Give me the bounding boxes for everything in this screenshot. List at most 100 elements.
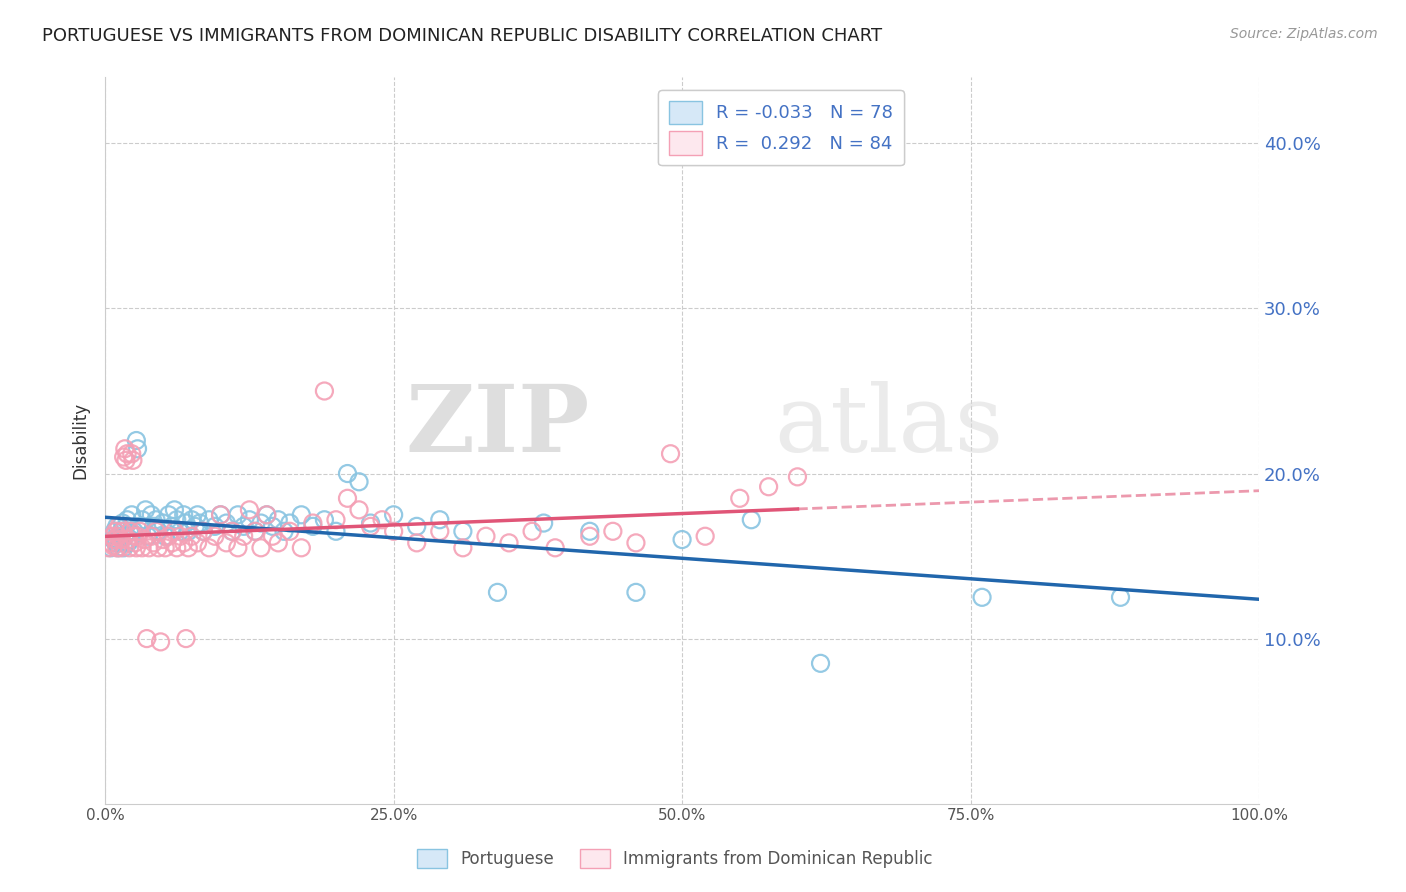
Point <box>198 541 221 555</box>
Point <box>160 519 183 533</box>
Point <box>110 533 132 547</box>
Point <box>127 529 149 543</box>
Point <box>302 519 325 533</box>
Text: ZIP: ZIP <box>405 381 589 471</box>
Point <box>128 519 150 533</box>
Point <box>157 529 180 543</box>
Point <box>238 513 260 527</box>
Point <box>127 442 149 456</box>
Point <box>103 524 125 539</box>
Point <box>108 541 131 555</box>
Point <box>659 447 682 461</box>
Point <box>250 541 273 555</box>
Point <box>121 508 143 522</box>
Point <box>624 585 647 599</box>
Point <box>193 524 215 539</box>
Point <box>148 541 170 555</box>
Point <box>740 513 762 527</box>
Point <box>405 536 427 550</box>
Point <box>209 508 232 522</box>
Point <box>180 529 202 543</box>
Point <box>245 524 267 539</box>
Point <box>115 513 138 527</box>
Point <box>602 524 624 539</box>
Point <box>152 533 174 547</box>
Point <box>177 524 200 539</box>
Point <box>134 533 156 547</box>
Point <box>204 519 226 533</box>
Point <box>107 541 129 555</box>
Point <box>786 470 808 484</box>
Text: atlas: atlas <box>775 381 1004 471</box>
Point <box>758 480 780 494</box>
Point <box>173 536 195 550</box>
Point <box>120 524 142 539</box>
Point <box>533 516 555 530</box>
Point <box>107 529 129 543</box>
Point <box>578 529 600 543</box>
Point <box>498 536 520 550</box>
Point <box>108 536 131 550</box>
Point <box>141 529 163 543</box>
Point <box>118 524 141 539</box>
Point <box>336 491 359 506</box>
Legend: R = -0.033   N = 78, R =  0.292   N = 84: R = -0.033 N = 78, R = 0.292 N = 84 <box>658 90 904 165</box>
Point <box>131 513 153 527</box>
Point <box>131 541 153 555</box>
Point <box>215 536 238 550</box>
Point <box>136 529 159 543</box>
Point <box>347 503 370 517</box>
Point <box>112 541 135 555</box>
Point <box>142 519 165 533</box>
Point <box>125 541 148 555</box>
Point <box>810 657 832 671</box>
Point <box>135 632 157 646</box>
Point <box>262 519 284 533</box>
Point <box>114 529 136 543</box>
Point <box>429 524 451 539</box>
Point <box>128 524 150 539</box>
Point <box>1109 591 1132 605</box>
Point <box>163 524 186 539</box>
Point <box>148 524 170 539</box>
Point <box>405 519 427 533</box>
Y-axis label: Disability: Disability <box>72 402 89 479</box>
Point <box>169 529 191 543</box>
Point <box>120 533 142 547</box>
Point <box>100 541 122 555</box>
Point <box>520 524 543 539</box>
Point <box>544 541 567 555</box>
Point <box>142 536 165 550</box>
Point <box>267 513 290 527</box>
Text: PORTUGUESE VS IMMIGRANTS FROM DOMINICAN REPUBLIC DISABILITY CORRELATION CHART: PORTUGUESE VS IMMIGRANTS FROM DOMINICAN … <box>42 27 883 45</box>
Point <box>115 519 138 533</box>
Point <box>138 541 160 555</box>
Point <box>578 524 600 539</box>
Point <box>273 524 295 539</box>
Point <box>121 447 143 461</box>
Point <box>325 524 347 539</box>
Point <box>122 529 145 543</box>
Point <box>256 508 278 522</box>
Point <box>325 513 347 527</box>
Point <box>166 513 188 527</box>
Point <box>290 508 312 522</box>
Point <box>122 524 145 539</box>
Point <box>157 508 180 522</box>
Point <box>221 524 243 539</box>
Point <box>180 513 202 527</box>
Point <box>104 536 127 550</box>
Point <box>141 508 163 522</box>
Point <box>110 524 132 539</box>
Point <box>278 524 301 539</box>
Point <box>100 536 122 550</box>
Point <box>122 453 145 467</box>
Point <box>118 541 141 555</box>
Point <box>215 516 238 530</box>
Point <box>105 519 128 533</box>
Point <box>174 516 197 530</box>
Point <box>256 508 278 522</box>
Point <box>108 519 131 533</box>
Point <box>193 524 215 539</box>
Point <box>184 519 207 533</box>
